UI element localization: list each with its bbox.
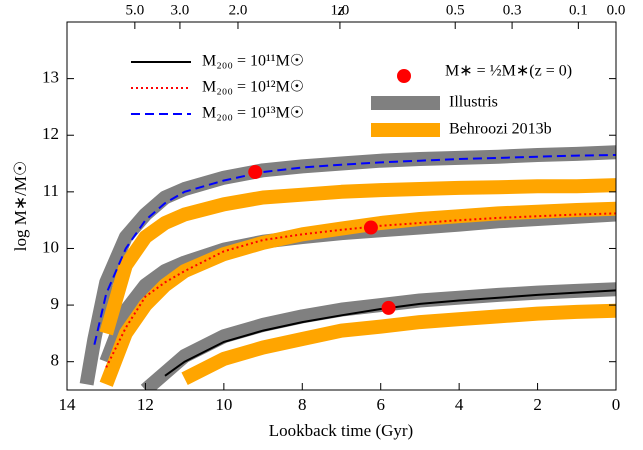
- plot-area: [79, 145, 616, 390]
- x-axis-label: Lookback time (Gyr): [269, 421, 413, 440]
- band: [99, 201, 616, 387]
- line: [164, 289, 616, 377]
- x-tick-label: 8: [298, 395, 307, 414]
- x2-tick-label: 0.0: [607, 2, 626, 18]
- legend-label: M₂₀₀ = 10¹¹M☉: [202, 53, 304, 70]
- x2-tick-label: 1.0: [331, 2, 350, 18]
- y-tick-label: 12: [42, 124, 59, 143]
- legend-label: M₂₀₀ = 10¹³M☉: [202, 105, 304, 122]
- x-tick-label: 12: [137, 395, 154, 414]
- x2-tick-label: 2.0: [229, 2, 248, 18]
- point: [248, 165, 263, 180]
- x-tick-label: 6: [376, 395, 385, 414]
- x2-axis-label: z: [337, 0, 345, 19]
- band: [140, 282, 616, 390]
- y-tick-label: 9: [51, 294, 60, 313]
- y-tick-label: 13: [42, 68, 59, 87]
- y-tick-label: 10: [42, 237, 59, 256]
- x2-tick-label: 0.1: [569, 2, 588, 18]
- plot-frame: [66, 21, 617, 391]
- legend-patch: [371, 123, 440, 137]
- legend-label: M∗ = ½M∗(z = 0): [445, 63, 572, 80]
- legend-label: M₂₀₀ = 10¹²M☉: [202, 79, 304, 96]
- band: [181, 303, 616, 385]
- x2-tick-label: 3.0: [171, 2, 190, 18]
- band: [79, 145, 616, 386]
- x-tick-label: 10: [215, 395, 232, 414]
- x2-tick-label: 0.3: [503, 2, 522, 18]
- legend-patch: [371, 96, 440, 110]
- point: [363, 220, 378, 235]
- legend-marker: [397, 69, 411, 83]
- y-axis-label: log M∗/M☉: [11, 161, 30, 251]
- x-tick-label: 0: [612, 395, 621, 414]
- point: [381, 300, 396, 315]
- legend-label: Illustris: [449, 94, 498, 111]
- x-tick-label: 4: [455, 395, 464, 414]
- x2-tick-label: 5.0: [125, 2, 144, 18]
- y-tick-label: 11: [43, 181, 59, 200]
- y-tick-label: 8: [51, 351, 60, 370]
- band: [99, 178, 616, 336]
- x-tick-label: 2: [533, 395, 542, 414]
- legend-label: Behroozi 2013b: [449, 121, 552, 138]
- x-tick-label: 14: [59, 395, 77, 414]
- x2-tick-label: 0.5: [446, 2, 465, 18]
